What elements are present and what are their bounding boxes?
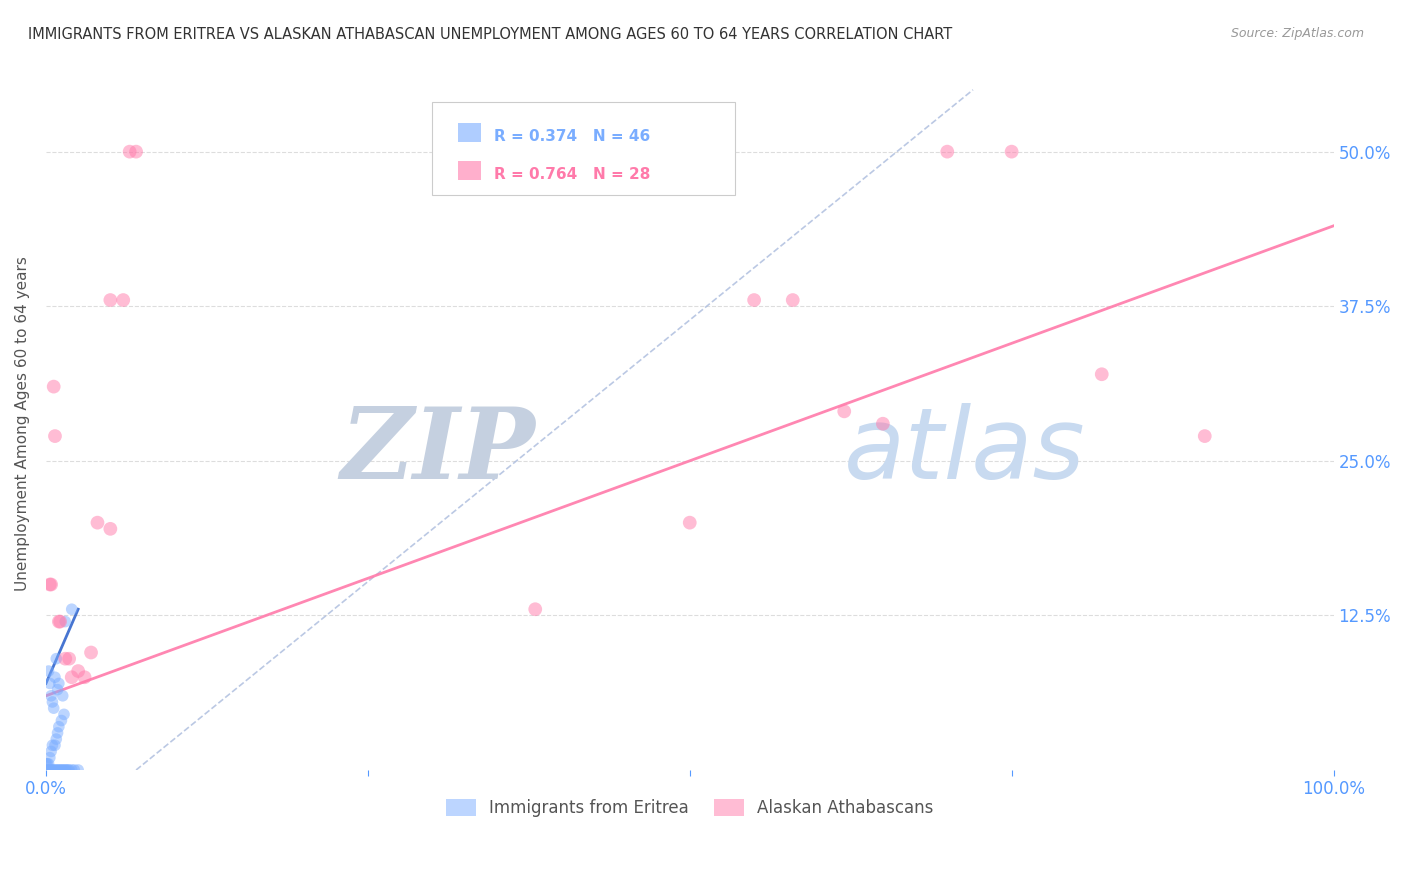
Point	[60, 670, 83, 684]
Point	[63, 763, 86, 777]
Point	[51, 763, 73, 777]
Point	[42, 379, 65, 393]
Point	[58, 651, 80, 665]
Text: R = 0.374   N = 46: R = 0.374 N = 46	[494, 128, 651, 144]
Point	[60, 763, 83, 777]
Point	[872, 417, 894, 431]
Point	[38, 676, 60, 690]
Point	[60, 602, 83, 616]
Point	[39, 577, 62, 591]
Point	[41, 763, 63, 777]
Point	[56, 763, 79, 777]
Point	[86, 516, 108, 530]
Point	[49, 763, 72, 777]
Point	[41, 695, 63, 709]
Point	[58, 763, 80, 777]
Point	[742, 293, 765, 307]
Point	[46, 763, 69, 777]
Point	[112, 293, 135, 307]
Point	[37, 756, 59, 771]
Point	[44, 429, 66, 443]
Point	[38, 750, 60, 764]
FancyBboxPatch shape	[432, 102, 735, 195]
Point	[38, 664, 60, 678]
Point	[37, 763, 59, 777]
Point	[125, 145, 148, 159]
Point	[1194, 429, 1216, 443]
Point	[38, 577, 60, 591]
Point	[39, 763, 62, 777]
Point	[80, 646, 103, 660]
Point	[44, 670, 66, 684]
Point	[49, 615, 72, 629]
Point	[118, 145, 141, 159]
Text: ZIP: ZIP	[340, 403, 536, 500]
Point	[98, 522, 121, 536]
Y-axis label: Unemployment Among Ages 60 to 64 years: Unemployment Among Ages 60 to 64 years	[15, 256, 30, 591]
Point	[48, 720, 70, 734]
Point	[936, 145, 959, 159]
Point	[53, 763, 76, 777]
Point	[42, 701, 65, 715]
Point	[73, 670, 96, 684]
Point	[44, 763, 66, 777]
Point	[41, 738, 63, 752]
Point	[1001, 145, 1024, 159]
Point	[53, 763, 76, 777]
Point	[46, 726, 69, 740]
FancyBboxPatch shape	[458, 161, 481, 180]
Point	[53, 615, 76, 629]
Point	[35, 763, 58, 777]
Point	[45, 763, 67, 777]
Point	[45, 651, 67, 665]
Point	[67, 664, 90, 678]
Point	[53, 651, 76, 665]
Point	[39, 689, 62, 703]
Point	[524, 602, 547, 616]
Point	[832, 404, 855, 418]
Point	[44, 738, 66, 752]
Point	[48, 763, 70, 777]
Point	[48, 676, 70, 690]
Point	[52, 763, 75, 777]
Text: R = 0.764   N = 28: R = 0.764 N = 28	[494, 167, 651, 182]
Point	[53, 707, 76, 722]
Point	[782, 293, 804, 307]
Point	[38, 763, 60, 777]
Point	[38, 756, 60, 771]
Text: atlas: atlas	[844, 403, 1085, 500]
Point	[51, 714, 73, 728]
FancyBboxPatch shape	[458, 123, 481, 142]
Legend: Immigrants from Eritrea, Alaskan Athabascans: Immigrants from Eritrea, Alaskan Athabas…	[439, 792, 941, 824]
Text: Source: ZipAtlas.com: Source: ZipAtlas.com	[1230, 27, 1364, 40]
Point	[42, 763, 65, 777]
Point	[1091, 368, 1114, 382]
Point	[38, 763, 60, 777]
Point	[48, 615, 70, 629]
Point	[679, 516, 702, 530]
Point	[55, 763, 77, 777]
Point	[98, 293, 121, 307]
Point	[46, 682, 69, 697]
Point	[45, 732, 67, 747]
Point	[52, 689, 75, 703]
Point	[35, 756, 58, 771]
Point	[39, 744, 62, 758]
Point	[67, 763, 90, 777]
Text: IMMIGRANTS FROM ERITREA VS ALASKAN ATHABASCAN UNEMPLOYMENT AMONG AGES 60 TO 64 Y: IMMIGRANTS FROM ERITREA VS ALASKAN ATHAB…	[28, 27, 952, 42]
